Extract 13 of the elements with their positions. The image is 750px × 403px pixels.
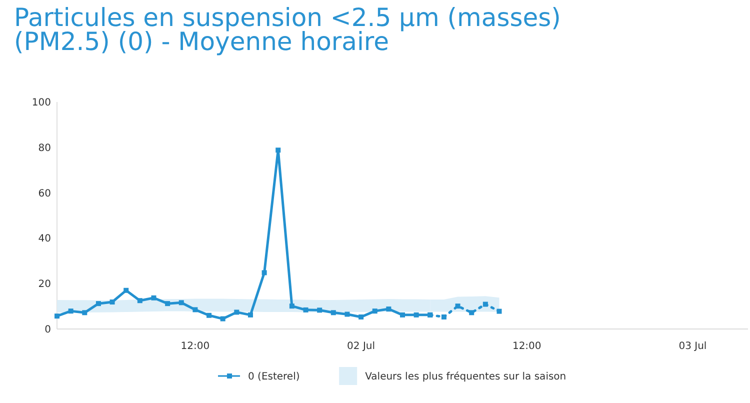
y-tick-label: 0 — [44, 324, 51, 336]
x-tick-label: 03 Jul — [678, 341, 707, 352]
y-tick-label: 20 — [38, 279, 51, 290]
y-tick-label: 80 — [38, 142, 51, 154]
chart-title: Particules en suspension <2.5 µm (masses) (PM2.5) (0) - Moyenne horaire — [14, 3, 561, 56]
x-tick-label: 02 Jul — [347, 341, 376, 352]
y-tick-label: 40 — [38, 234, 51, 245]
legend-label: Valeurs les plus fréquentes sur la saison — [365, 372, 566, 382]
legend-label: 0 (Esterel) — [248, 372, 300, 382]
y-tick-label: 60 — [38, 188, 51, 200]
y-tick-label: 100 — [32, 98, 51, 108]
x-tick-label: 12:00 — [512, 341, 542, 352]
x-tick-label: 12:00 — [180, 341, 210, 352]
